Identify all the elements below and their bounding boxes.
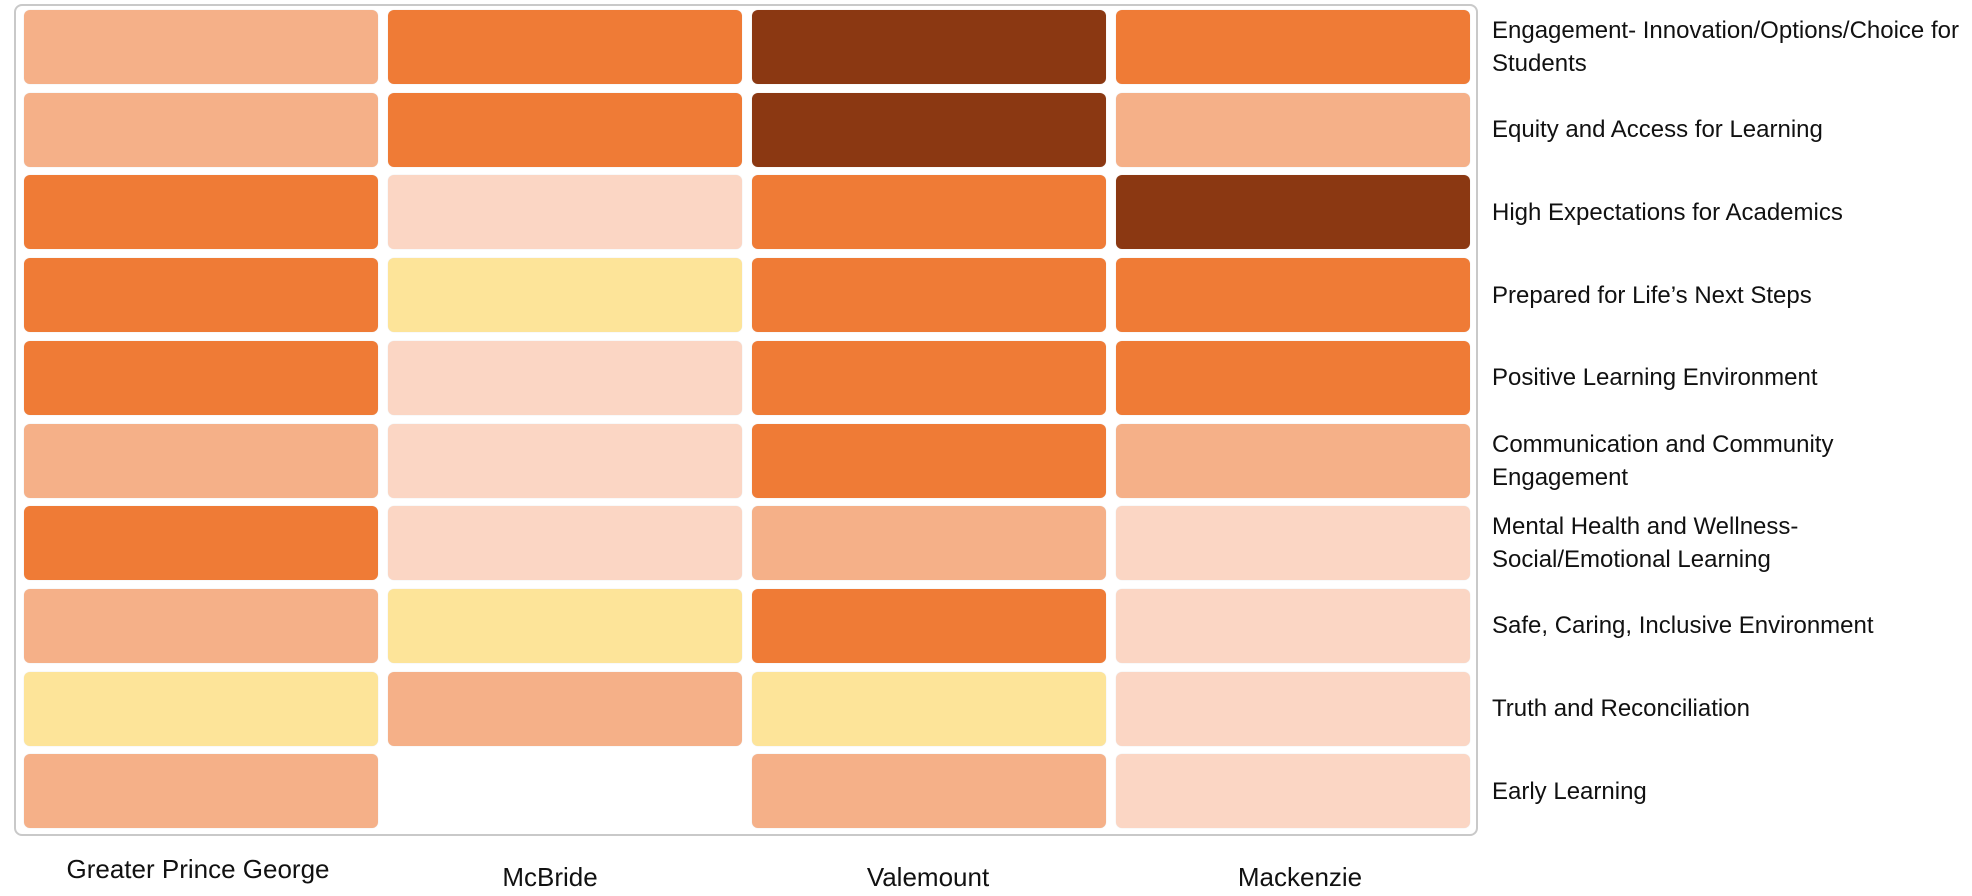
heatmap-cell <box>752 340 1106 415</box>
heatmap-cell <box>752 92 1106 167</box>
row-label: Equity and Access for Learning <box>1492 116 1823 144</box>
heatmap-cell <box>752 671 1106 746</box>
heatmap-cell <box>24 754 378 829</box>
heatmap-cell <box>24 423 378 498</box>
heatmap-cell <box>24 506 378 581</box>
heatmap-cell <box>24 92 378 167</box>
row-label: High Expectations for Academics <box>1492 198 1843 226</box>
heatmap-cell <box>388 10 742 84</box>
column-label: Mackenzie <box>1237 862 1363 892</box>
heatmap-cell <box>1116 754 1470 829</box>
heatmap-cell <box>388 671 742 746</box>
heatmap-cell <box>752 258 1106 333</box>
row-label: Early Learning <box>1492 777 1647 805</box>
heatmap-cell <box>1116 258 1470 333</box>
heatmap-cell <box>752 175 1106 250</box>
row-label: Engagement- Innovation/Options/Choice fo… <box>1492 17 1959 77</box>
heatmap-cell <box>1116 92 1470 167</box>
heatmap-cell <box>388 340 742 415</box>
row-label: Prepared for Life’s Next Steps <box>1492 281 1812 309</box>
heatmap-cell <box>752 754 1106 829</box>
column-label: McBride <box>502 862 598 892</box>
heatmap-cell <box>388 423 742 498</box>
heatmap-cell <box>24 340 378 415</box>
heatmap-cell <box>1116 588 1470 663</box>
heatmap-cell <box>1116 10 1470 84</box>
heatmap-cell <box>752 10 1106 84</box>
heatmap-cell <box>388 506 742 581</box>
heatmap-cell <box>388 588 742 663</box>
heatmap-cell <box>1116 506 1470 581</box>
heatmap-cell <box>388 175 742 250</box>
heatmap-cell <box>1116 340 1470 415</box>
row-label: Positive Learning Environment <box>1492 364 1818 392</box>
row-label: Truth and Reconciliation <box>1492 695 1750 723</box>
heatmap-cell <box>388 258 742 333</box>
row-label: Safe, Caring, Inclusive Environment <box>1492 612 1874 640</box>
heatmap-cell <box>1116 423 1470 498</box>
heatmap-cell <box>24 175 378 250</box>
row-label: Mental Health and Wellness- Social/Emoti… <box>1492 513 1799 574</box>
heatmap-cell <box>752 423 1106 498</box>
heatmap-cell <box>24 258 378 333</box>
column-label: Greater Prince George <box>66 854 330 884</box>
row-label: Communication and Community Engagement <box>1492 430 1834 491</box>
heatmap-cell <box>24 10 378 84</box>
heatmap-cell <box>388 92 742 167</box>
heatmap-cell <box>24 588 378 663</box>
heatmap-cell <box>752 588 1106 663</box>
heatmap-cell <box>1116 175 1470 250</box>
heatmap-cell <box>24 671 378 746</box>
heatmap-cell <box>752 506 1106 581</box>
column-label: Valemount <box>866 862 990 892</box>
heatmap-cell <box>1116 671 1470 746</box>
